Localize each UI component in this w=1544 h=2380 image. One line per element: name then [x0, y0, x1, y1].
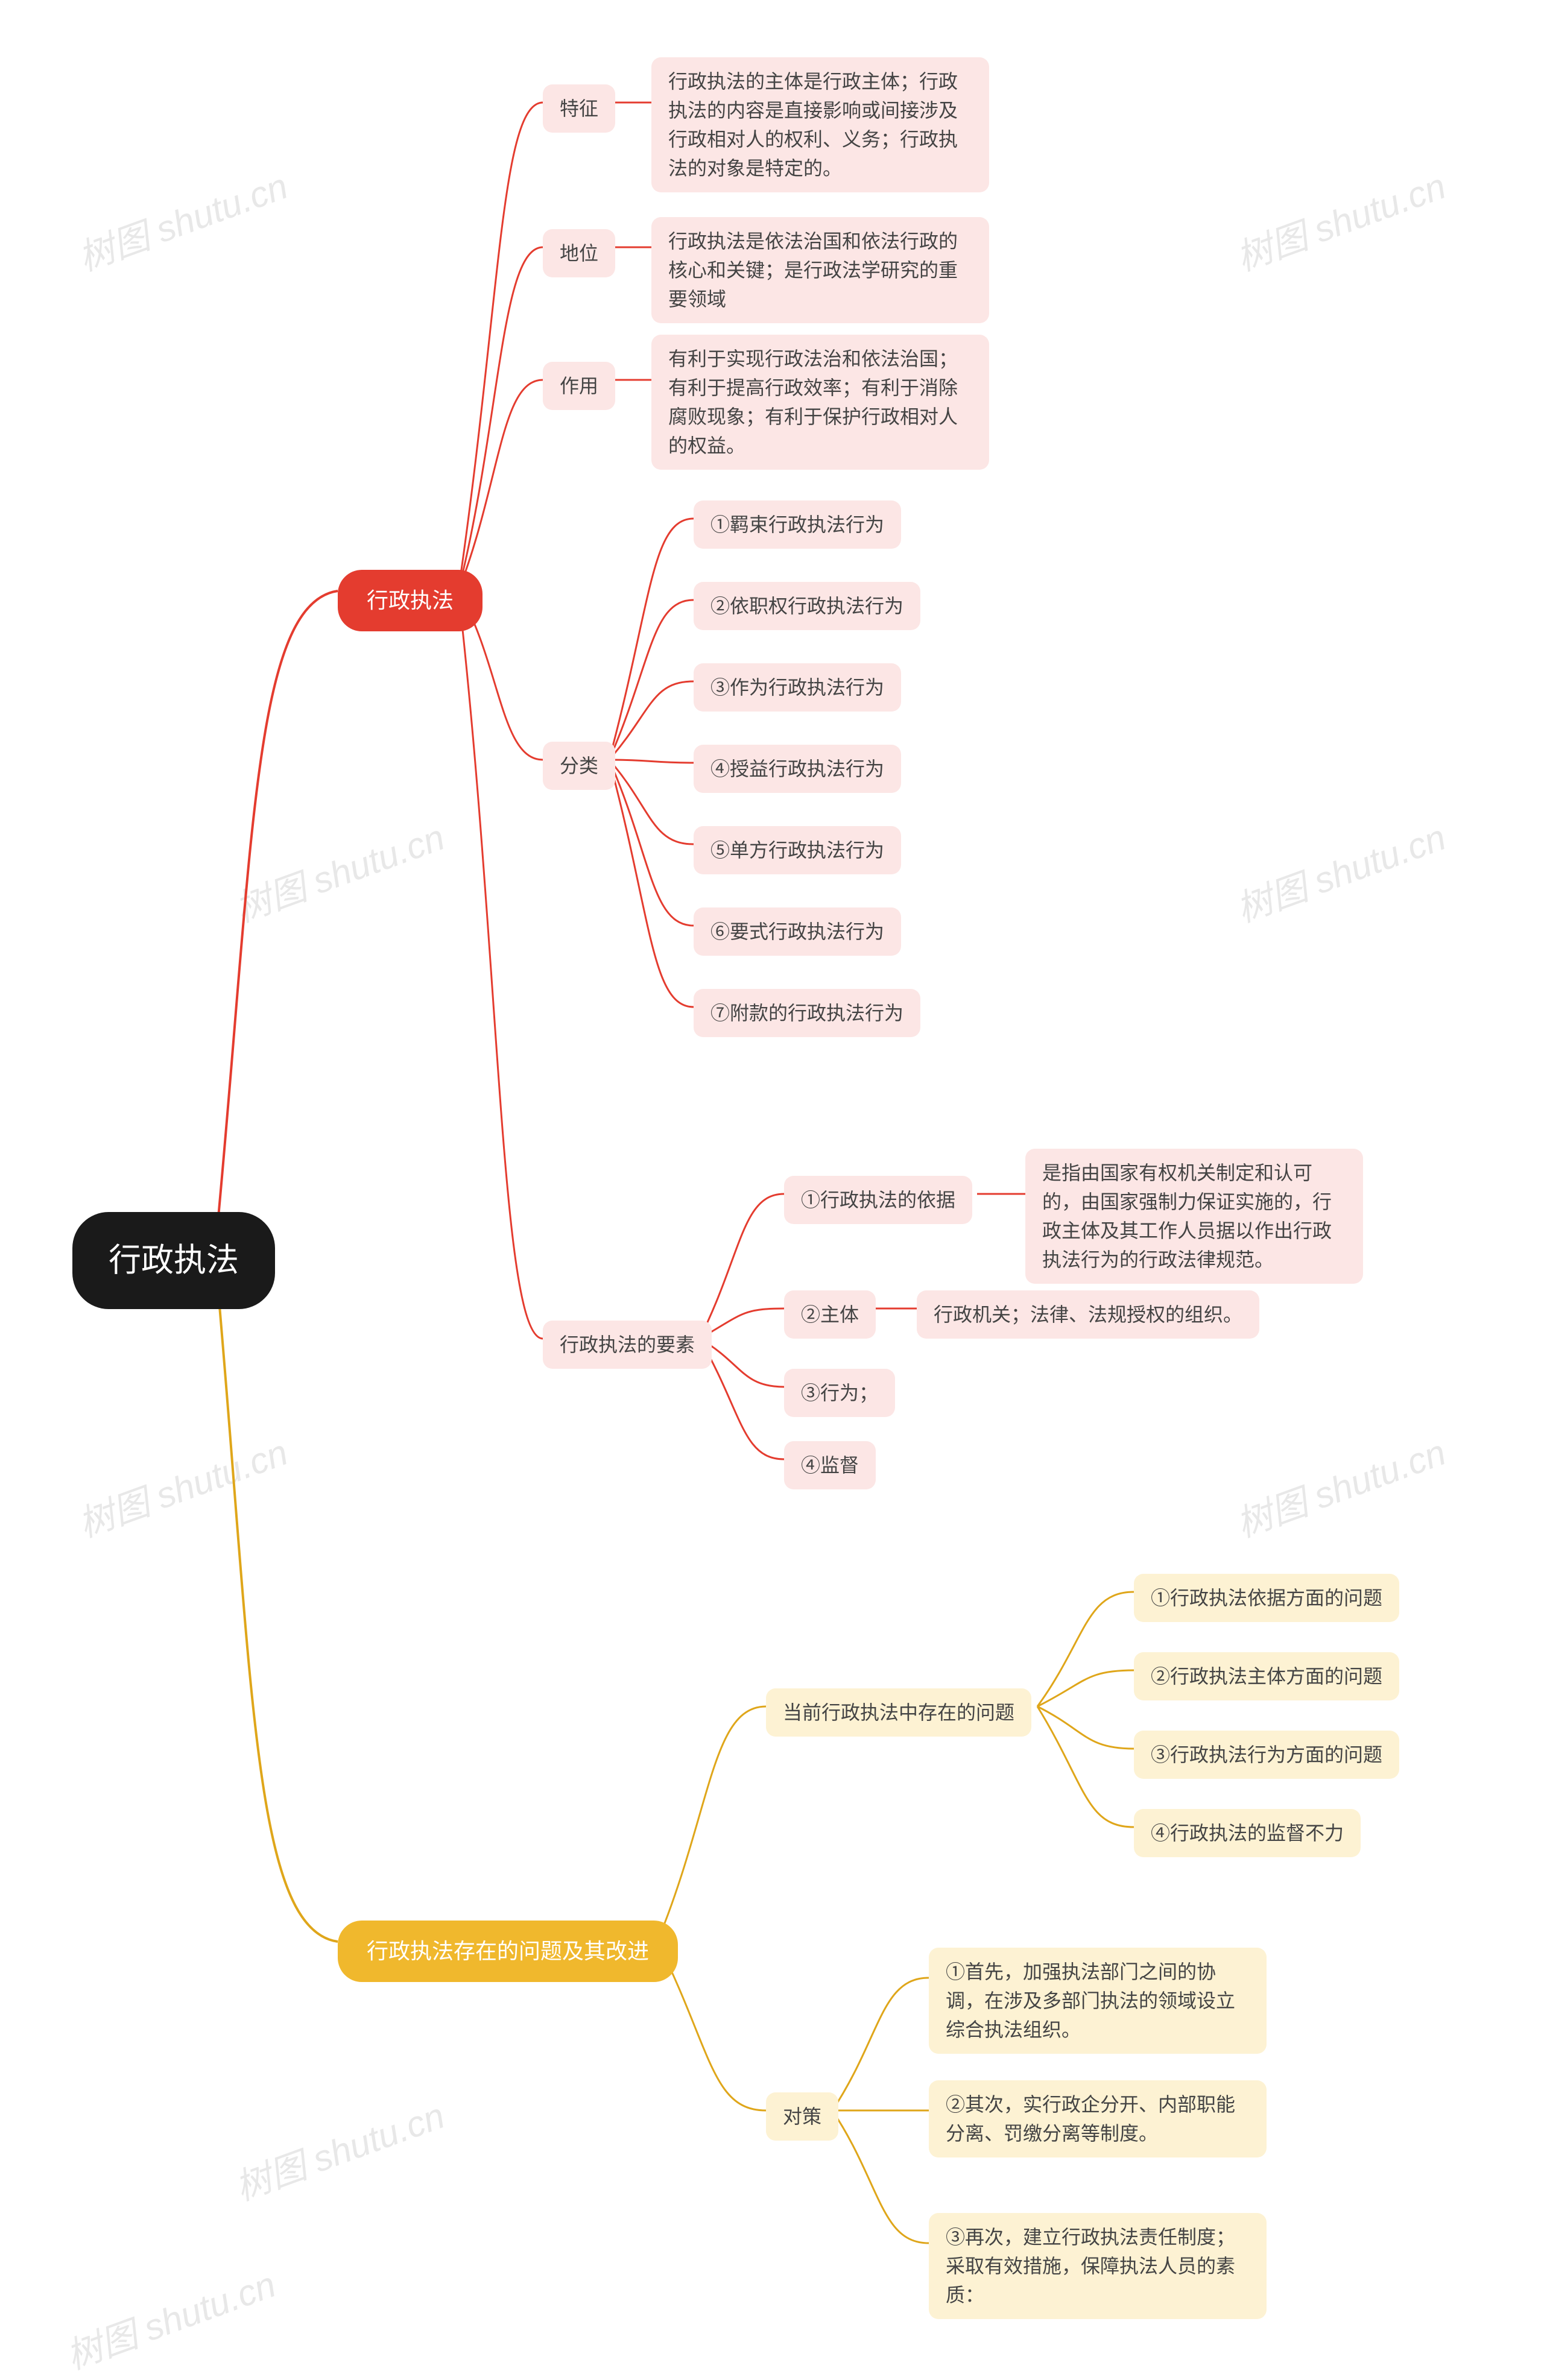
watermark: 树图 shutu.cn	[1228, 808, 1452, 932]
node-yaosu-y3[interactable]: ③行为；	[784, 1369, 895, 1417]
node-fenlei-i7[interactable]: ⑦附款的行政执法行为	[694, 989, 920, 1037]
watermark: 树图 shutu.cn	[70, 157, 294, 281]
node-fenlei[interactable]: 分类	[543, 742, 615, 790]
node-zuoyong[interactable]: 作用	[543, 362, 615, 410]
node-tezheng-detail: 行政执法的主体是行政主体；行政执法的内容是直接影响或间接涉及行政相对人的权利、义…	[651, 57, 989, 192]
node-diwei[interactable]: 地位	[543, 229, 615, 277]
watermark: 树图 shutu.cn	[58, 2255, 282, 2379]
watermark: 树图 shutu.cn	[1228, 157, 1452, 281]
node-yaosu[interactable]: 行政执法的要素	[543, 1321, 712, 1369]
node-yaosu-y4[interactable]: ④监督	[784, 1441, 876, 1489]
node-duice[interactable]: 对策	[766, 2092, 838, 2141]
watermark: 树图 shutu.cn	[70, 1423, 294, 1547]
node-problems[interactable]: 当前行政执法中存在的问题	[766, 1688, 1031, 1737]
node-problems-p3[interactable]: ③行政执法行为方面的问题	[1134, 1731, 1399, 1779]
watermark: 树图 shutu.cn	[227, 808, 451, 932]
node-duice-d2[interactable]: ②其次，实行政企分开、内部职能分离、罚缴分离等制度。	[929, 2080, 1267, 2157]
node-problems-p4[interactable]: ④行政执法的监督不力	[1134, 1809, 1361, 1857]
node-yaosu-y1[interactable]: ①行政执法的依据	[784, 1176, 972, 1224]
node-yaosu-y1-detail: 是指由国家有权机关制定和认可的，由国家强制力保证实施的，行政主体及其工作人员据以…	[1025, 1149, 1363, 1284]
node-duice-d1[interactable]: ①首先，加强执法部门之间的协调，在涉及多部门执法的领域设立综合执法组织。	[929, 1948, 1267, 2054]
watermark: 树图 shutu.cn	[227, 2086, 451, 2211]
node-fenlei-i2[interactable]: ②依职权行政执法行为	[694, 582, 920, 630]
node-problems-p2[interactable]: ②行政执法主体方面的问题	[1134, 1652, 1399, 1700]
node-tezheng[interactable]: 特征	[543, 84, 615, 133]
node-yaosu-y2[interactable]: ②主体	[784, 1290, 876, 1339]
node-fenlei-i1[interactable]: ①羁束行政执法行为	[694, 500, 901, 549]
node-problems-p1[interactable]: ①行政执法依据方面的问题	[1134, 1574, 1399, 1622]
node-yaosu-y2-detail: 行政机关；法律、法规授权的组织。	[917, 1290, 1259, 1339]
node-fenlei-i4[interactable]: ④授益行政执法行为	[694, 745, 901, 793]
node-fenlei-i3[interactable]: ③作为行政执法行为	[694, 663, 901, 712]
node-duice-d3[interactable]: ③再次，建立行政执法责任制度；采取有效措施，保障执法人员的素质：	[929, 2213, 1267, 2319]
node-fenlei-i6[interactable]: ⑥要式行政执法行为	[694, 907, 901, 956]
node-diwei-detail: 行政执法是依法治国和依法行政的核心和关键；是行政法学研究的重要领域	[651, 217, 989, 323]
watermark: 树图 shutu.cn	[1228, 1423, 1452, 1547]
branch-yellow[interactable]: 行政执法存在的问题及其改进	[338, 1921, 678, 1982]
root-node[interactable]: 行政执法	[72, 1212, 275, 1309]
branch-red[interactable]: 行政执法	[338, 570, 482, 631]
node-fenlei-i5[interactable]: ⑤单方行政执法行为	[694, 826, 901, 874]
node-zuoyong-detail: 有利于实现行政法治和依法治国；有利于提高行政效率；有利于消除腐败现象；有利于保护…	[651, 335, 989, 470]
